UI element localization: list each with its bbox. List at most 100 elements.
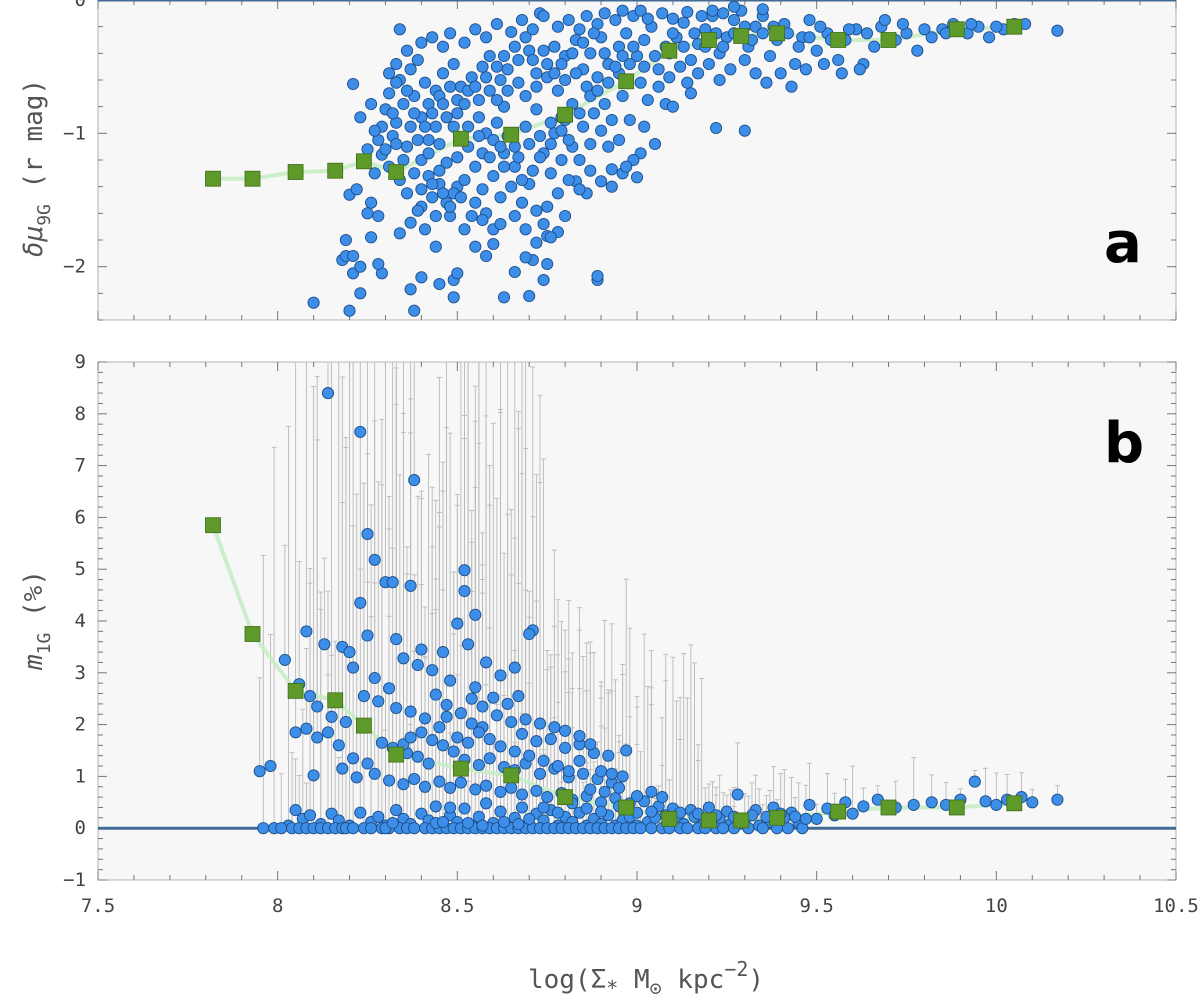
scatter-point xyxy=(508,140,521,153)
scatter-point xyxy=(454,776,467,789)
scatter-point xyxy=(383,87,396,100)
b-y-tick-label: 4 xyxy=(75,610,86,632)
scatter-point xyxy=(426,664,439,677)
scatter-point xyxy=(436,67,450,80)
scatter-point xyxy=(508,745,521,758)
scatter-point xyxy=(426,31,439,44)
scatter-point xyxy=(390,633,403,646)
scatter-point xyxy=(584,738,597,751)
a-y-tick-label: −1 xyxy=(63,122,86,144)
scatter-point xyxy=(494,191,507,204)
scatter-point xyxy=(433,137,446,151)
scatter-point xyxy=(559,73,572,87)
xlabel-sup: −2 xyxy=(724,957,748,981)
scatter-point xyxy=(397,652,410,665)
scatter-point xyxy=(347,752,360,765)
scatter-point xyxy=(436,646,450,659)
scatter-point xyxy=(551,84,564,97)
xlabel-main: log(Σ xyxy=(528,965,606,995)
scatter-point xyxy=(444,80,457,93)
scatter-point xyxy=(717,822,730,835)
scatter-point xyxy=(551,20,564,33)
scatter-point xyxy=(490,709,503,722)
scatter-point xyxy=(544,137,557,151)
scatter-point xyxy=(533,767,547,780)
scatter-point xyxy=(677,40,690,53)
scatter-point xyxy=(990,20,1003,33)
scatter-point xyxy=(476,213,489,227)
scatter-point xyxy=(738,124,751,137)
scatter-point xyxy=(562,13,575,27)
scatter-point xyxy=(289,726,302,739)
scatter-point xyxy=(404,63,417,76)
binned-marker xyxy=(1006,18,1023,35)
scatter-point xyxy=(347,249,360,263)
scatter-point xyxy=(544,116,557,129)
scatter-point xyxy=(523,137,536,151)
scatter-point xyxy=(688,27,701,40)
scatter-point xyxy=(598,785,611,798)
scatter-point xyxy=(911,44,924,57)
scatter-point xyxy=(444,27,457,40)
scatter-point xyxy=(530,735,543,748)
scatter-point xyxy=(451,107,464,120)
scatter-point xyxy=(666,100,679,113)
scatter-point xyxy=(925,796,938,809)
scatter-point xyxy=(533,129,547,143)
scatter-point xyxy=(537,273,550,287)
scatter-point xyxy=(469,608,482,621)
x-axis-title: log(Σ* M⊙ kpc−2) xyxy=(528,957,764,1000)
scatter-point xyxy=(616,49,629,63)
scatter-point xyxy=(490,17,503,31)
scatter-point xyxy=(562,765,575,778)
scatter-point xyxy=(422,147,435,160)
scatter-point xyxy=(480,71,493,84)
x-tick-label: 7.5 xyxy=(81,895,115,917)
scatter-point xyxy=(307,769,320,782)
scatter-point xyxy=(512,151,525,164)
scatter-point xyxy=(573,183,586,196)
binned-marker xyxy=(733,28,750,44)
scatter-point xyxy=(462,638,475,651)
scatter-point xyxy=(530,236,543,249)
scatter-point xyxy=(472,129,485,143)
binned-marker xyxy=(1006,795,1023,812)
scatter-point xyxy=(494,217,507,231)
scatter-point xyxy=(490,60,503,73)
scatter-point xyxy=(436,815,450,829)
scatter-point xyxy=(347,77,360,91)
scatter-point xyxy=(595,175,608,188)
scatter-point xyxy=(494,73,507,87)
scatter-point xyxy=(497,815,511,829)
scatter-point xyxy=(620,744,633,757)
scatter-point xyxy=(853,63,866,76)
scatter-point xyxy=(990,798,1003,811)
scatter-point xyxy=(602,140,615,153)
scatter-point xyxy=(289,804,302,817)
scatter-point xyxy=(641,12,654,25)
scatter-point xyxy=(501,84,514,97)
scatter-point xyxy=(411,204,424,217)
scatter-point xyxy=(612,133,626,147)
scatter-point xyxy=(785,80,798,93)
scatter-point xyxy=(426,177,439,191)
scatter-point xyxy=(674,60,687,73)
scatter-point xyxy=(490,116,503,129)
scatter-point xyxy=(634,822,647,835)
scatter-point xyxy=(418,76,432,89)
scatter-point xyxy=(397,153,410,167)
xlabel-mid: M xyxy=(618,965,649,995)
scatter-point xyxy=(512,76,525,89)
scatter-point xyxy=(595,805,608,818)
scatter-point xyxy=(548,40,561,53)
scatter-point xyxy=(731,788,744,801)
scatter-point xyxy=(925,31,938,44)
scatter-point xyxy=(598,7,611,20)
scatter-point xyxy=(612,781,626,794)
binned-marker xyxy=(355,717,372,734)
scatter-point xyxy=(458,223,471,236)
scatter-point xyxy=(426,107,439,120)
scatter-point xyxy=(634,4,647,17)
b-y-tick-label: 3 xyxy=(75,662,86,684)
scatter-point xyxy=(681,76,694,89)
